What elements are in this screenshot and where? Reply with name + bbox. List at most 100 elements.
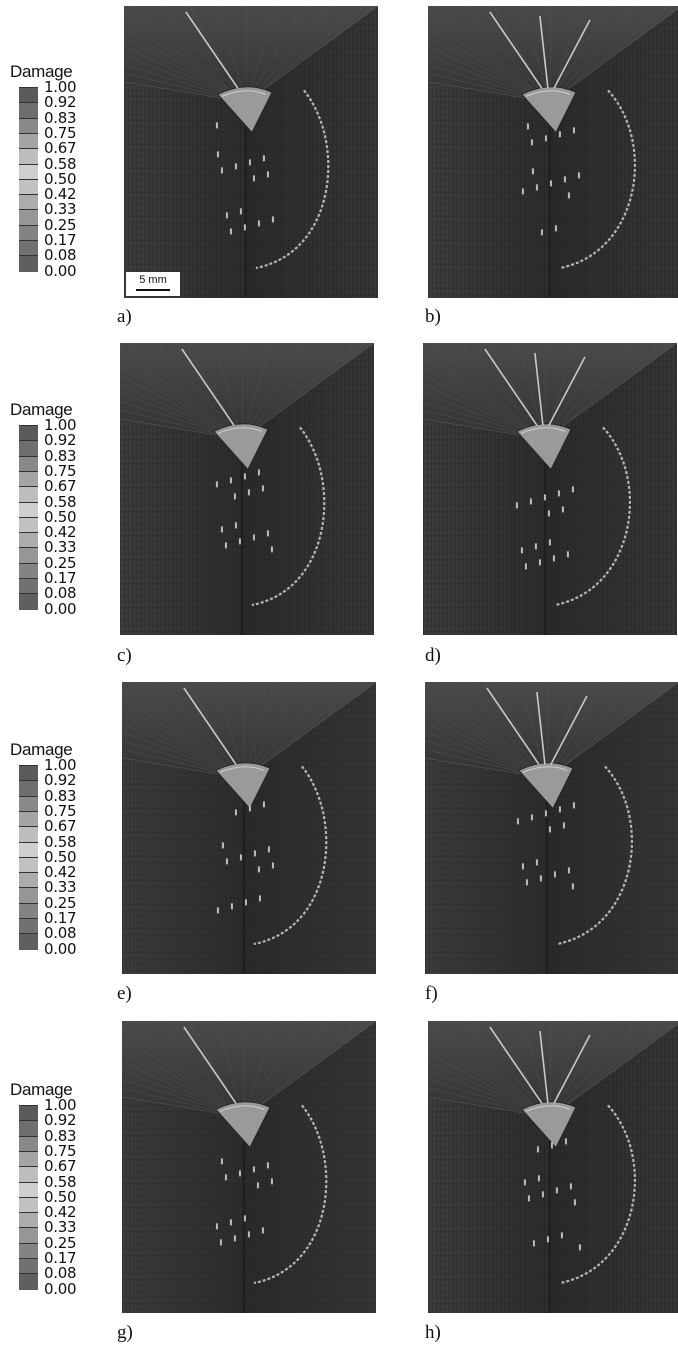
impact-crater [521, 1101, 577, 1149]
damage-arc-crack [559, 89, 636, 270]
legend-tick-label: 0.58 [44, 492, 77, 511]
damage-fragment [258, 895, 261, 902]
damage-fragment [550, 1142, 553, 1149]
damage-fragment [554, 225, 557, 232]
legend-tick-label: 0.33 [44, 538, 77, 557]
legend-tick-label: 0.08 [44, 584, 77, 603]
legend-tick-label: 0.50 [44, 169, 77, 188]
damage-fragment [243, 1215, 246, 1222]
damage-fragment [216, 907, 219, 914]
top-crack [536, 691, 546, 765]
mesh-left [122, 1096, 244, 1313]
top-crack [489, 1026, 543, 1104]
damage-fragment [270, 546, 273, 553]
damage-fragment [566, 551, 569, 558]
impact-crater [518, 762, 574, 810]
legend-swatch [19, 516, 38, 534]
damage-fragment [224, 542, 227, 549]
damage-fragment [529, 498, 532, 505]
damage-fragment [267, 846, 270, 853]
damage-arc-crack [253, 1104, 328, 1285]
crater-rim [525, 90, 571, 97]
legend-tick-label: 0.17 [44, 569, 77, 587]
damage-fragment [234, 809, 237, 816]
legend-tick-label: 0.67 [44, 139, 77, 158]
damage-fragment [521, 863, 524, 870]
damage-fragment [243, 224, 246, 231]
damage-fragment [567, 192, 570, 199]
legend-tick-label: 0.58 [44, 154, 77, 173]
damage-fragment [548, 826, 551, 833]
damage-fragment [571, 486, 574, 493]
fe-cube-render [124, 6, 378, 298]
damage-fragment [558, 131, 561, 138]
damage-fragment [216, 151, 219, 158]
legend-tick-label: 0.75 [44, 1141, 77, 1160]
damage-fragment [225, 212, 228, 219]
damage-fragment [262, 801, 265, 808]
damage-fragment [563, 176, 566, 183]
damage-fragment [239, 208, 242, 215]
legend-swatch [19, 532, 38, 549]
damage-fragment [552, 555, 555, 562]
mesh-left [428, 81, 550, 298]
legend-swatch [19, 455, 38, 473]
crater-rim [522, 766, 568, 773]
legend-swatch [19, 902, 38, 920]
damage-fragment [539, 875, 542, 882]
mesh-right [546, 682, 678, 974]
damage-fragment [562, 822, 565, 829]
legend-swatch [19, 132, 38, 150]
legend-swatch [19, 1273, 38, 1291]
damage-fragment [215, 481, 218, 488]
mesh-right [544, 343, 677, 635]
legend-swatch [19, 810, 38, 828]
simulation-panel-e [122, 682, 376, 974]
damage-fragment [544, 810, 547, 817]
legend-tick-label: 0.25 [44, 1233, 77, 1252]
legend-tick-label: 0.92 [44, 431, 77, 450]
legend-swatch [19, 918, 38, 935]
damage-fragment [535, 859, 538, 866]
legend-swatch [19, 117, 38, 135]
mesh-left [428, 1096, 550, 1313]
damage-fragment [215, 1223, 218, 1230]
mesh-right [243, 682, 376, 974]
legend-swatch [19, 1196, 38, 1214]
damage-fragment [239, 854, 242, 861]
top-crack [550, 695, 588, 765]
legend-swatch [19, 1135, 38, 1153]
damage-fragment [220, 1158, 223, 1165]
legend-swatch [19, 562, 38, 580]
damage-fragment [229, 477, 232, 484]
legend-tick-label: 0.33 [44, 1218, 77, 1237]
damage-fragment [547, 510, 550, 517]
damage-fragment [219, 1239, 222, 1246]
cube-top-face [120, 343, 374, 440]
damage-fragment [234, 163, 237, 170]
cube-top-face [428, 6, 678, 103]
simulation-panel-b [428, 6, 678, 298]
legend-tick-label: 0.33 [44, 878, 77, 897]
cube-top-face [122, 1021, 376, 1118]
scale-bar: 5 mm [126, 272, 180, 296]
legend-tick-label: 0.00 [44, 261, 77, 280]
damage-fragment [577, 172, 580, 179]
cube-top-face [122, 682, 376, 779]
mesh-right [245, 6, 378, 298]
legend-swatch [19, 841, 38, 859]
panel-label: b) [425, 306, 441, 327]
legend-swatch [19, 826, 38, 843]
legend-tick-label: 0.25 [44, 215, 77, 234]
top-crack [489, 11, 543, 89]
damage-fragment [578, 1244, 581, 1251]
damage-fragment [252, 1166, 255, 1173]
legend-swatch [19, 255, 38, 273]
legend-swatch [19, 578, 38, 595]
legend-tick-label: 0.42 [44, 523, 77, 542]
damage-fragment [530, 139, 533, 146]
damage-fragment [225, 858, 228, 865]
damage-fragment [540, 229, 543, 236]
legend-colorbar [19, 425, 38, 611]
legend-colorbar [19, 1105, 38, 1291]
